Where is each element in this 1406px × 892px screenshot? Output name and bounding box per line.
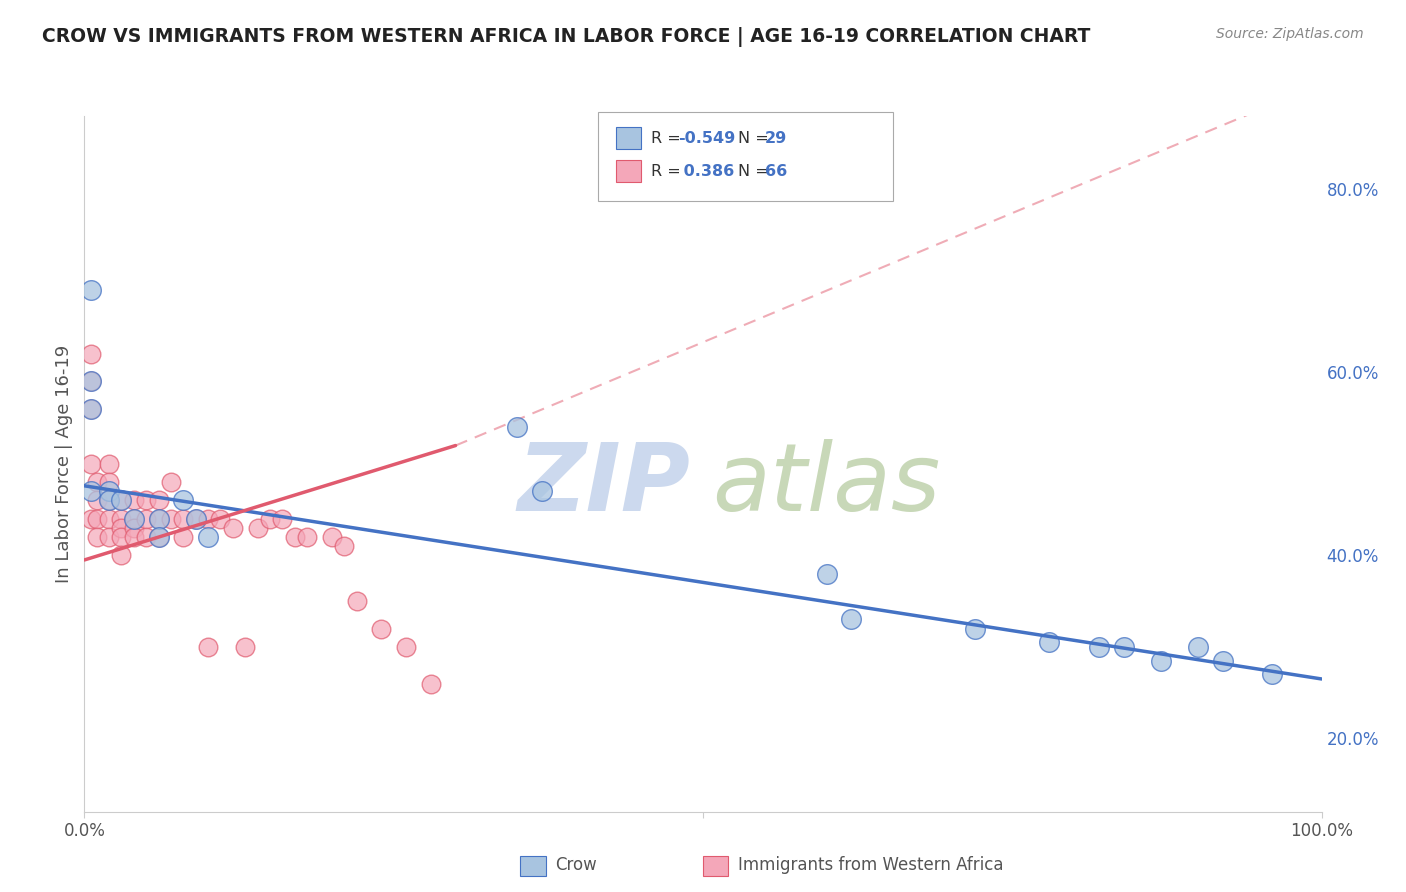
Point	[135, 493, 157, 508]
Point	[122, 512, 145, 526]
Point	[815, 566, 838, 581]
Point	[284, 530, 307, 544]
Point	[79, 484, 101, 499]
Point	[122, 493, 145, 508]
Point	[110, 549, 132, 563]
Point	[79, 283, 101, 297]
Point	[172, 512, 194, 526]
Point	[148, 493, 170, 508]
Point	[110, 493, 132, 508]
Text: N =: N =	[738, 164, 775, 178]
Point	[86, 475, 108, 490]
Text: R =: R =	[651, 164, 686, 178]
Point	[135, 530, 157, 544]
Point	[197, 640, 219, 654]
Point	[197, 512, 219, 526]
Point	[110, 493, 132, 508]
Y-axis label: In Labor Force | Age 16-19: In Labor Force | Age 16-19	[55, 344, 73, 583]
Point	[98, 512, 121, 526]
Point	[148, 530, 170, 544]
Point	[98, 475, 121, 490]
Point	[79, 401, 101, 416]
Text: Immigrants from Western Africa: Immigrants from Western Africa	[738, 856, 1004, 874]
Point	[419, 676, 441, 690]
Point	[160, 512, 183, 526]
Text: atlas: atlas	[713, 439, 941, 530]
Text: ZIP: ZIP	[517, 439, 690, 531]
Point	[184, 512, 207, 526]
Point	[98, 493, 121, 508]
Point	[110, 521, 132, 535]
Point	[79, 375, 101, 389]
Point	[346, 594, 368, 608]
Point	[98, 493, 121, 508]
Text: CROW VS IMMIGRANTS FROM WESTERN AFRICA IN LABOR FORCE | AGE 16-19 CORRELATION CH: CROW VS IMMIGRANTS FROM WESTERN AFRICA I…	[42, 27, 1091, 46]
Point	[135, 512, 157, 526]
Point	[271, 512, 294, 526]
Point	[1038, 635, 1060, 649]
Text: Crow: Crow	[555, 856, 598, 874]
Point	[79, 457, 101, 471]
Point	[122, 512, 145, 526]
Point	[233, 640, 256, 654]
Point	[98, 530, 121, 544]
Point	[370, 622, 392, 636]
Point	[531, 484, 554, 499]
Point	[160, 475, 183, 490]
Point	[209, 512, 232, 526]
Point	[222, 521, 245, 535]
Point	[172, 493, 194, 508]
Point	[395, 640, 418, 654]
Point	[110, 512, 132, 526]
Point	[1187, 640, 1209, 654]
Text: 66: 66	[765, 164, 787, 178]
Point	[321, 530, 343, 544]
Point	[110, 530, 132, 544]
Point	[197, 530, 219, 544]
Point	[122, 521, 145, 535]
Point	[86, 512, 108, 526]
Text: N =: N =	[738, 131, 775, 145]
Point	[172, 530, 194, 544]
Point	[148, 512, 170, 526]
Point	[184, 512, 207, 526]
Point	[79, 512, 101, 526]
Point	[333, 539, 356, 553]
Point	[79, 375, 101, 389]
Point	[841, 612, 863, 626]
Point	[1088, 640, 1111, 654]
Point	[1112, 640, 1135, 654]
Point	[1212, 654, 1234, 668]
Point	[98, 484, 121, 499]
Point	[86, 530, 108, 544]
Point	[1150, 654, 1173, 668]
Text: R =: R =	[651, 131, 686, 145]
Point	[1261, 667, 1284, 681]
Point	[86, 493, 108, 508]
Point	[122, 530, 145, 544]
Text: Source: ZipAtlas.com: Source: ZipAtlas.com	[1216, 27, 1364, 41]
Point	[295, 530, 318, 544]
Point	[259, 512, 281, 526]
Point	[246, 521, 269, 535]
Point	[148, 530, 170, 544]
Text: 0.386: 0.386	[678, 164, 734, 178]
Point	[506, 420, 529, 434]
Text: 29: 29	[765, 131, 787, 145]
Point	[965, 622, 987, 636]
Point	[148, 512, 170, 526]
Point	[98, 457, 121, 471]
Point	[79, 347, 101, 361]
Point	[79, 401, 101, 416]
Text: -0.549: -0.549	[678, 131, 735, 145]
